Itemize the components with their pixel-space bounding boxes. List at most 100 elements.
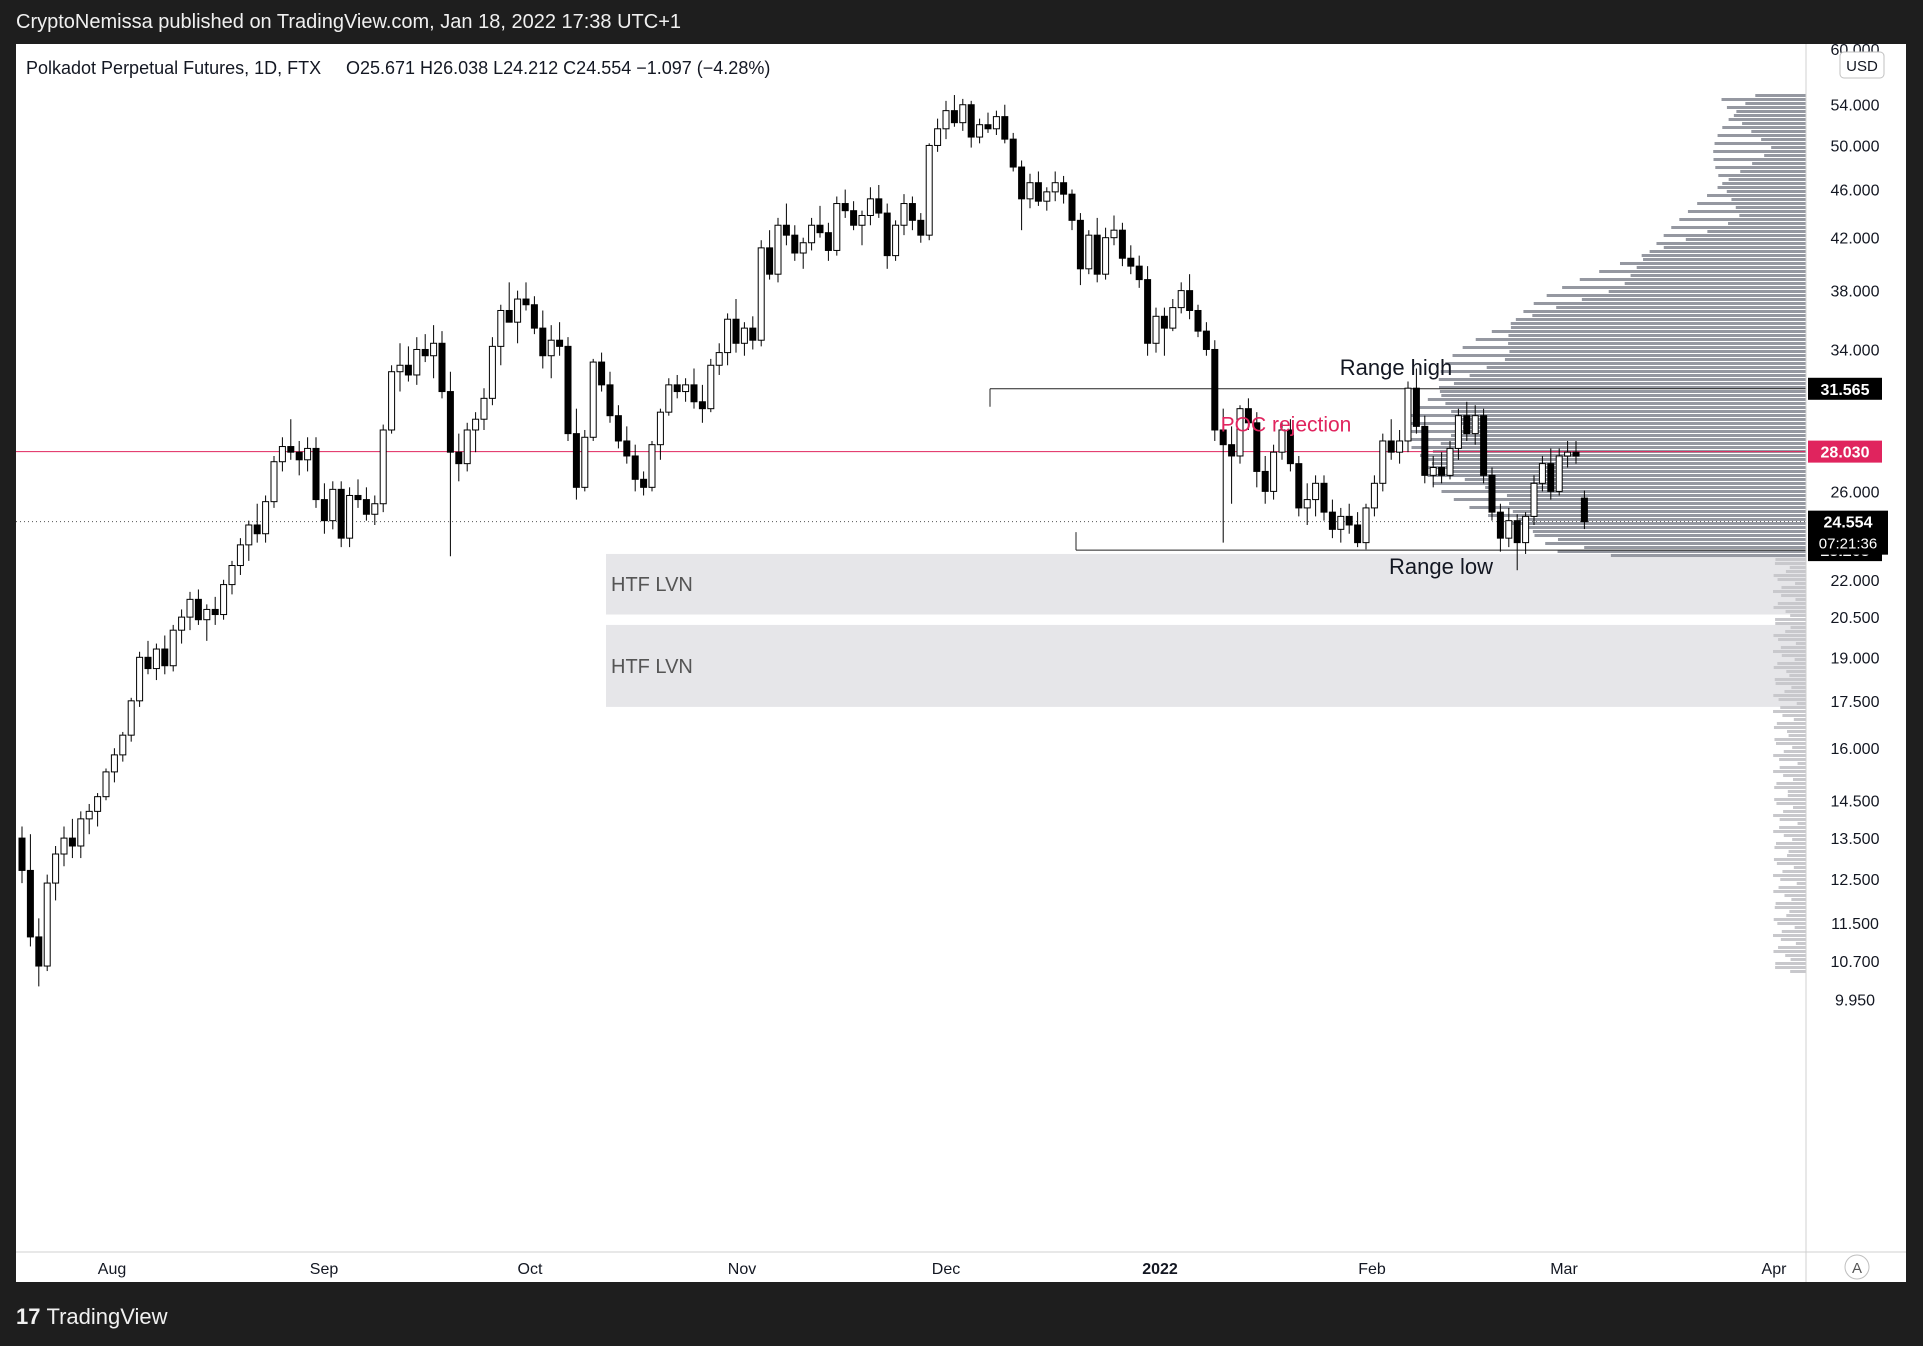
volume-profile-bar [1411,446,1806,449]
candle-body [530,304,538,329]
volume-profile-bar [1783,750,1806,753]
volume-profile-bar [1789,566,1806,569]
volume-profile-bar [1556,306,1806,309]
candle-body [1328,511,1336,530]
volume-profile-bar [1774,678,1806,681]
htf-lvn-zone-2 [606,624,1806,707]
candle-body [144,656,152,670]
volume-profile-bar [1557,538,1806,541]
candle-body [60,837,68,855]
candle-body [1496,511,1504,539]
candle-body [589,361,597,438]
candle-body [1253,422,1261,472]
candle-body [245,524,253,546]
candle-body [186,598,194,618]
volume-profile-bar [1714,142,1806,145]
volume-profile-bar [1773,634,1806,637]
y-tick-label: 14.500 [1831,793,1880,810]
volume-profile-bar [1780,938,1806,941]
candle-body [152,648,160,670]
volume-profile-bar [1722,126,1806,129]
candle-body [1312,482,1320,501]
volume-profile-bar [1773,874,1806,877]
volume-profile-bar [1778,886,1806,889]
volume-profile-bar [1533,302,1806,305]
candle-body [211,608,219,616]
volume-profile-bar [1649,250,1806,253]
candle-body [1488,474,1496,513]
candle-body [1354,524,1362,544]
volume-profile-bar [1432,482,1806,485]
volume-profile-bar [1779,818,1806,821]
chart-area[interactable]: HTF LVN HTF LVN Range high Range low POC re… [16,42,1906,1282]
volume-profile-bar [1486,366,1806,369]
volume-profile-bar [1736,110,1806,113]
candle-body [77,818,85,847]
y-tick-label: 22.000 [1831,573,1880,590]
candle-body [976,124,984,138]
y-tick-label: 11.500 [1831,916,1879,933]
candle-body [430,342,438,357]
volume-profile-bar [1630,274,1806,277]
candle-body [673,384,681,393]
publish-bar: CryptoNemissa published on TradingView.c… [0,0,1923,44]
candle-body [262,501,270,535]
currency-badge[interactable] [1839,51,1885,79]
volume-profile-bar [1773,650,1806,653]
volume-profile-bar [1781,594,1806,597]
candle-body [1152,315,1160,344]
candle-body [698,401,706,410]
candle-body [934,128,942,146]
volume-profile-bar [1775,682,1806,685]
volume-profile-bar [1775,618,1806,621]
volume-profile-bar [1797,762,1806,765]
candle-body [1034,182,1042,202]
volume-profile-bar [1509,522,1806,525]
candle-body [1144,279,1152,344]
volume-profile-bar [1523,310,1806,313]
y-tick-label: 17.500 [1831,694,1880,711]
volume-profile-bar [1789,674,1806,677]
poc-rejection-label: POC rejection [1221,414,1352,437]
candle-body [421,348,429,357]
volume-profile-bar [1773,694,1806,697]
volume-profile-bar [1790,970,1806,973]
volume-profile-bar [1777,922,1806,925]
price-chart[interactable]: HTF LVN HTF LVN Range high Range low POC re… [16,42,1906,1282]
poc-price-badge-text: 28.030 [1821,445,1870,462]
range-low-label: Range low [1389,554,1493,579]
candle-body [278,446,286,463]
candle-body [1127,257,1135,267]
tradingview-brand[interactable]: 17 TradingView [16,1304,168,1330]
candle-body [1001,116,1009,140]
candle-body [110,754,118,773]
candle-body [782,224,790,236]
candle-body [850,210,858,226]
volume-profile-bar [1643,258,1806,261]
volume-profile-bar [1726,190,1806,193]
volume-profile-bar [1773,590,1806,593]
volume-profile-bar [1740,170,1806,173]
volume-profile-bar [1784,690,1806,693]
volume-profile-bar [1728,222,1806,225]
volume-profile-bar [1783,834,1806,837]
candle-body [1387,440,1395,453]
candle-body [362,499,370,515]
auto-scale-button[interactable] [1844,1254,1870,1280]
volume-profile-bar [1509,502,1806,505]
volume-profile-bar [1773,934,1806,937]
volume-profile-bar [1462,426,1806,429]
volume-profile-bar [1792,778,1806,781]
volume-profile-bar [1755,94,1806,97]
candle-body [1093,234,1101,275]
candle-body [648,444,656,488]
volume-profile-bar [1518,518,1806,521]
volume-profile-bar [1776,862,1806,865]
candle-body [304,447,312,461]
candle-body [1060,182,1068,195]
volume-profile-bar [1733,114,1806,117]
candle-body [883,212,891,257]
candle-body [824,232,832,251]
volume-profile-bar [1795,598,1806,601]
volume-profile-bar [1785,630,1806,633]
